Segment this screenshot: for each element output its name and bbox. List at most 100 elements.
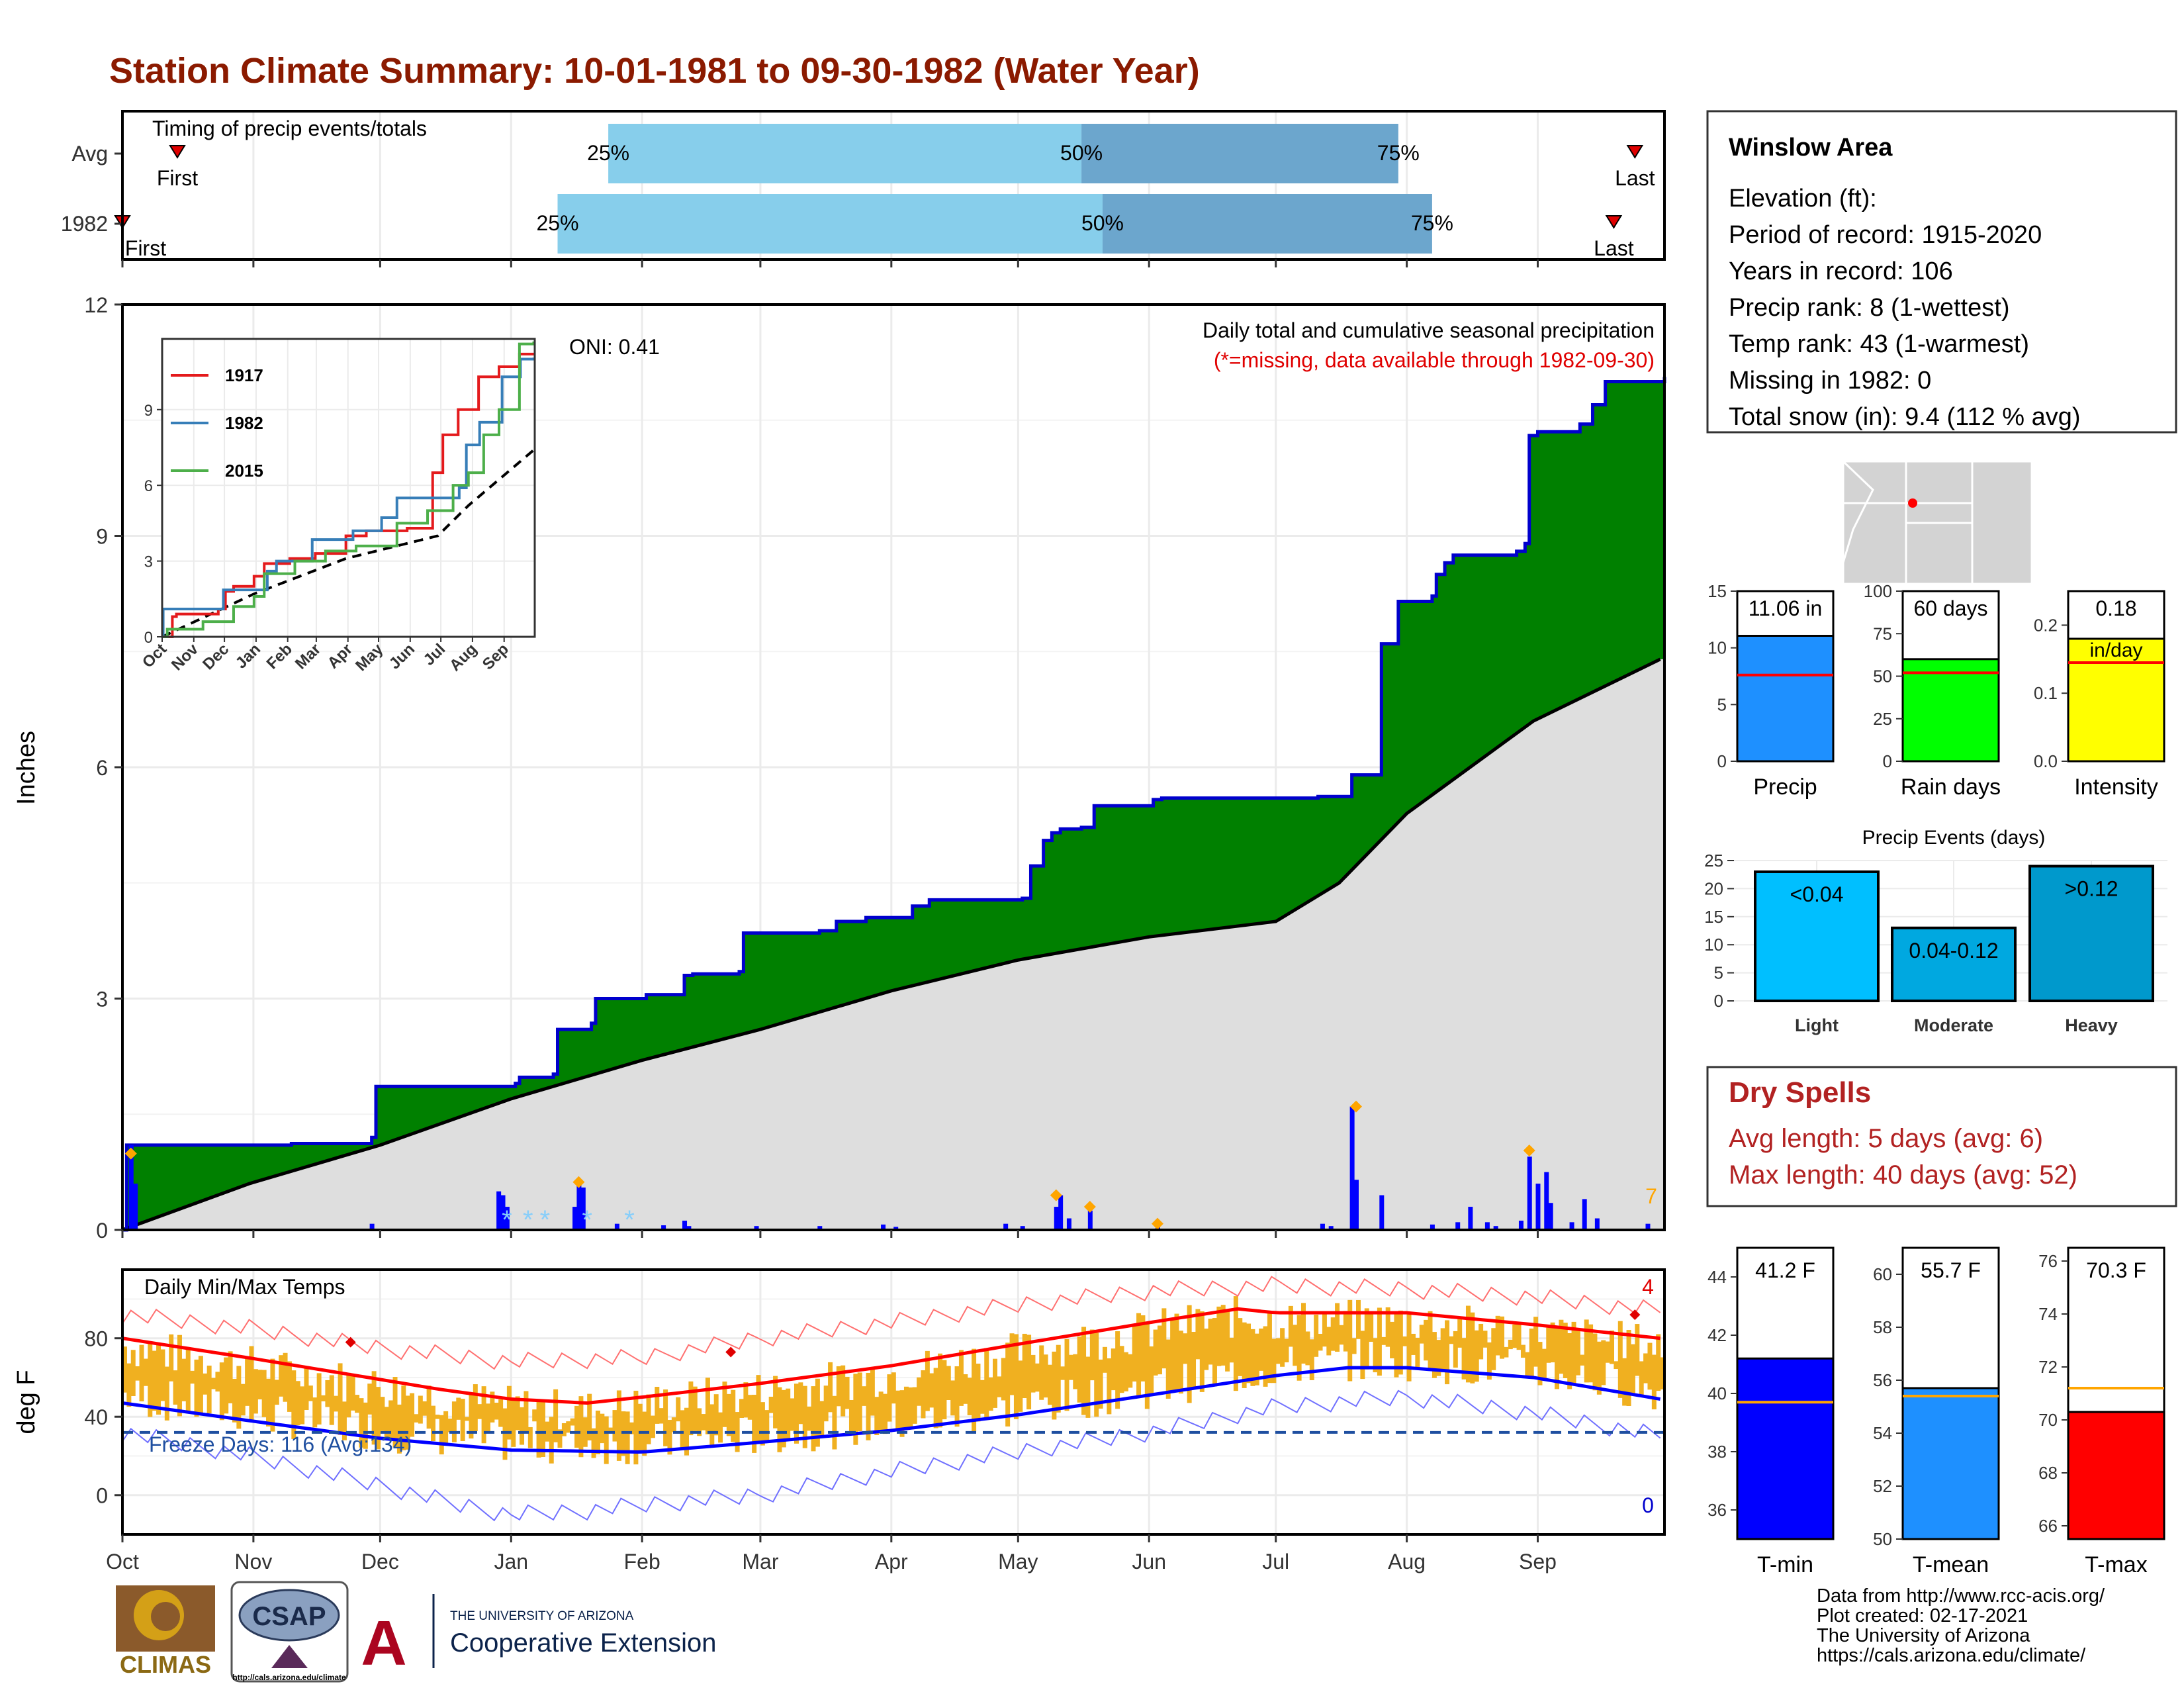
daily-temp-bar xyxy=(557,1429,563,1448)
freeze-days-label: Freeze Days: 116 (Avg:134) xyxy=(149,1432,412,1456)
daily-temp-bar xyxy=(490,1391,495,1423)
daily-temp-bar xyxy=(684,1407,689,1456)
daily-temp-bar xyxy=(1495,1315,1500,1356)
station-info-line: Elevation (ft): xyxy=(1729,185,1877,212)
daily-temp-bar xyxy=(418,1395,423,1424)
daily-temp-bar xyxy=(1474,1330,1479,1382)
credit-line: The University of Arizona xyxy=(1817,1625,2030,1646)
timing-pct-50: 50% xyxy=(1081,211,1124,235)
precip-daily-bar xyxy=(1003,1223,1009,1230)
precip-daily-bar xyxy=(504,1207,510,1230)
daily-temp-bar xyxy=(355,1395,360,1413)
temp-bar-y-tick-label: 56 xyxy=(1873,1370,1892,1390)
daily-temp-bar xyxy=(836,1366,841,1407)
daily-temp-bar xyxy=(862,1386,867,1406)
daily-temp-bar xyxy=(1588,1324,1594,1383)
snow-star: * xyxy=(523,1205,533,1235)
daily-temp-bar xyxy=(447,1419,453,1432)
daily-temp-bar xyxy=(520,1407,525,1445)
daily-temp-bar xyxy=(848,1399,854,1435)
mini-bar-precip xyxy=(1736,635,1835,763)
oni-label: ONI: 0.41 xyxy=(569,335,660,359)
daily-temp-bar xyxy=(1385,1307,1390,1347)
daily-temp-bar xyxy=(1199,1311,1205,1392)
daily-temp-bar xyxy=(1107,1358,1112,1415)
daily-temp-bar xyxy=(1140,1315,1146,1382)
precip-daily-bar xyxy=(1645,1223,1651,1230)
daily-temp-bar xyxy=(232,1378,237,1423)
precip-max-diamond xyxy=(1083,1201,1096,1213)
daily-temp-bar xyxy=(1415,1337,1420,1369)
dry-spells-title: Dry Spells xyxy=(1729,1076,1871,1109)
daily-temp-bar xyxy=(625,1411,630,1464)
precip-daily-bar xyxy=(1066,1218,1071,1230)
daily-temp-bar xyxy=(1094,1333,1099,1417)
daily-temp-bar xyxy=(811,1386,816,1452)
daily-temp-bar xyxy=(1048,1364,1052,1405)
daily-temp-bar xyxy=(300,1386,305,1425)
station-info-line: Total snow (in): 9.4 (112 % avg) xyxy=(1729,403,2081,431)
daily-temp-bar xyxy=(431,1405,435,1442)
daily-temp-bar xyxy=(747,1395,752,1420)
credit-line: Data from http://www.rcc-acis.org/ xyxy=(1817,1585,2105,1607)
month-tick-label: Nov xyxy=(234,1550,272,1573)
station-info-box xyxy=(1706,110,2177,434)
events-bar xyxy=(1891,926,2017,1003)
precip-daily-bar xyxy=(1320,1223,1325,1230)
daily-temp-bar xyxy=(1390,1321,1395,1358)
daily-temp-bar xyxy=(958,1350,964,1406)
daily-temp-bar xyxy=(950,1380,956,1416)
daily-temp-bar xyxy=(802,1385,807,1448)
csap-cloud xyxy=(238,1589,340,1642)
timing-bar-50-75 xyxy=(1081,124,1398,183)
daily-temp-bar xyxy=(1026,1335,1032,1410)
daily-temp-bar xyxy=(1639,1361,1644,1396)
daily-temp-bar xyxy=(1500,1316,1505,1359)
temp-frame xyxy=(121,1268,1666,1536)
timing-pct-75: 75% xyxy=(1377,141,1420,165)
avg-min-line xyxy=(122,1366,1661,1454)
mini-bar-value: 0.18 xyxy=(2095,596,2136,620)
daily-temp-bar xyxy=(731,1389,736,1442)
daily-temp-bar xyxy=(1043,1354,1048,1398)
daily-temp-bar xyxy=(798,1382,803,1425)
station-name: Winslow Area xyxy=(1729,134,1893,162)
daily-temp-bar xyxy=(1381,1336,1387,1345)
daily-temp-bar xyxy=(1364,1308,1369,1370)
month-tick-label: Mar xyxy=(742,1550,778,1573)
daily-temp-bar xyxy=(185,1348,191,1414)
precip-daily-bar xyxy=(1020,1226,1025,1230)
daily-temp-bar xyxy=(291,1370,296,1439)
record-max-line xyxy=(122,1276,1661,1370)
daily-temp-bar xyxy=(169,1334,174,1382)
daily-temp-bar xyxy=(553,1389,559,1442)
daily-temp-bar xyxy=(511,1400,516,1447)
precip-daily-bar xyxy=(1455,1222,1461,1230)
events-bar xyxy=(2028,865,2154,1002)
state-borders xyxy=(1842,460,1874,563)
daily-temp-bar xyxy=(334,1395,339,1412)
station-info-line: Period of record: 1915-2020 xyxy=(1729,221,2042,249)
daily-temp-bar xyxy=(790,1398,795,1431)
daily-temp-bar xyxy=(308,1385,313,1401)
daily-temp-bar xyxy=(122,1346,127,1393)
daily-temp-bar xyxy=(701,1414,706,1430)
daily-temp-bar xyxy=(1343,1311,1348,1352)
station-info-line: Years in record: 106 xyxy=(1729,258,1953,285)
daily-temp-bar xyxy=(426,1385,432,1429)
mini-bar-y-tick-label: 0 xyxy=(1717,751,1727,771)
daily-temp-bar xyxy=(1052,1351,1057,1420)
daily-temp-bar xyxy=(692,1386,698,1431)
daily-temp-bar xyxy=(1470,1312,1475,1383)
daily-temp-bar xyxy=(1440,1328,1445,1373)
precip-daily-bar xyxy=(128,1145,134,1230)
daily-temp-bar xyxy=(688,1381,694,1436)
daily-temp-bar xyxy=(350,1375,355,1411)
precip-max-diamond xyxy=(1050,1189,1062,1201)
daily-temp-bar xyxy=(929,1373,934,1408)
daily-temp-bar xyxy=(1575,1328,1580,1376)
daily-temp-bar xyxy=(1170,1319,1175,1393)
temp-bar-y-tick-label: 38 xyxy=(1707,1442,1727,1462)
daily-temp-bar xyxy=(257,1370,263,1399)
